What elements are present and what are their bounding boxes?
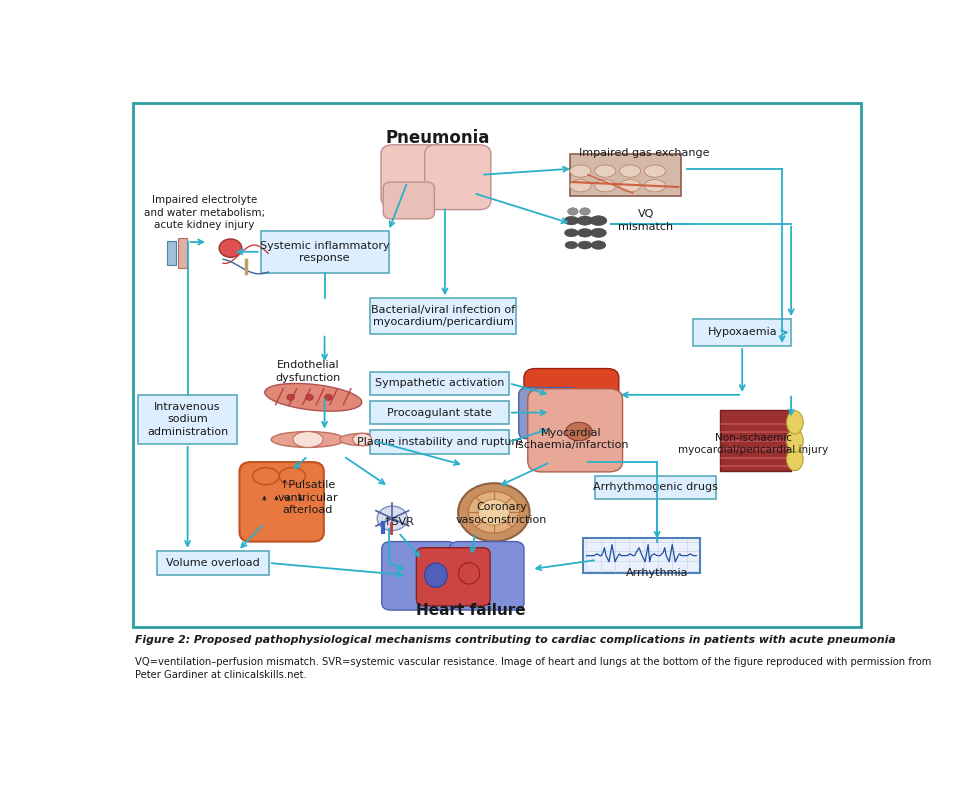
- Ellipse shape: [287, 395, 294, 400]
- Text: Procoagulant state: Procoagulant state: [386, 407, 491, 418]
- Text: Impaired gas exchange: Impaired gas exchange: [579, 148, 710, 158]
- Ellipse shape: [590, 228, 606, 237]
- Text: Arrhythmogenic drugs: Arrhythmogenic drugs: [593, 482, 719, 492]
- FancyBboxPatch shape: [424, 145, 491, 210]
- Ellipse shape: [594, 165, 616, 177]
- Ellipse shape: [787, 448, 803, 471]
- Text: Endothelial
dysfunction: Endothelial dysfunction: [276, 360, 341, 383]
- Text: ↑Pulsatile
ventricular
afterload: ↑Pulsatile ventricular afterload: [278, 480, 338, 515]
- FancyBboxPatch shape: [382, 542, 456, 610]
- Ellipse shape: [252, 468, 279, 484]
- Ellipse shape: [340, 434, 385, 445]
- FancyBboxPatch shape: [381, 145, 443, 207]
- Ellipse shape: [787, 429, 803, 453]
- FancyBboxPatch shape: [260, 231, 388, 272]
- Ellipse shape: [578, 229, 592, 237]
- Ellipse shape: [478, 499, 510, 525]
- Ellipse shape: [271, 432, 345, 448]
- FancyBboxPatch shape: [417, 548, 490, 606]
- Text: VQ
mismatch: VQ mismatch: [619, 210, 673, 232]
- FancyBboxPatch shape: [138, 395, 237, 444]
- FancyBboxPatch shape: [133, 102, 861, 627]
- Ellipse shape: [594, 179, 616, 192]
- FancyBboxPatch shape: [693, 319, 791, 346]
- Ellipse shape: [619, 179, 641, 192]
- Ellipse shape: [577, 216, 593, 225]
- FancyBboxPatch shape: [528, 389, 622, 472]
- FancyBboxPatch shape: [370, 372, 509, 395]
- Text: Bacterial/viral infection of
myocardium/pericardium: Bacterial/viral infection of myocardium/…: [371, 305, 516, 327]
- FancyBboxPatch shape: [370, 299, 517, 333]
- FancyBboxPatch shape: [157, 551, 269, 575]
- Bar: [584, 538, 700, 573]
- Ellipse shape: [580, 208, 590, 215]
- Ellipse shape: [377, 506, 408, 530]
- Ellipse shape: [591, 241, 606, 249]
- Ellipse shape: [645, 179, 665, 192]
- Bar: [167, 241, 176, 265]
- Bar: [720, 410, 791, 472]
- Ellipse shape: [645, 165, 665, 177]
- Ellipse shape: [306, 395, 314, 400]
- Ellipse shape: [219, 239, 242, 257]
- Text: Heart failure: Heart failure: [417, 603, 526, 618]
- Ellipse shape: [565, 241, 578, 249]
- Bar: [570, 154, 682, 195]
- Ellipse shape: [619, 165, 641, 177]
- Ellipse shape: [293, 432, 323, 448]
- Ellipse shape: [564, 229, 579, 237]
- FancyBboxPatch shape: [370, 401, 509, 424]
- Ellipse shape: [324, 395, 332, 400]
- Ellipse shape: [352, 434, 372, 445]
- Text: Intravenous
sodium
administration: Intravenous sodium administration: [147, 402, 228, 437]
- Text: Hypoxaemia: Hypoxaemia: [708, 327, 777, 337]
- Text: Myocardial
ischaemia/infarction: Myocardial ischaemia/infarction: [515, 428, 628, 450]
- Text: Arrhythmia: Arrhythmia: [626, 569, 688, 578]
- Text: Coronary
vasoconstriction: Coronary vasoconstriction: [455, 503, 547, 525]
- Ellipse shape: [458, 484, 529, 542]
- Text: ↑SVR: ↑SVR: [383, 517, 415, 527]
- Ellipse shape: [265, 384, 362, 411]
- Bar: [178, 238, 186, 268]
- FancyBboxPatch shape: [450, 542, 524, 610]
- Ellipse shape: [458, 563, 480, 584]
- Text: Non-ischaemic
myocardial/pericardial injury: Non-ischaemic myocardial/pericardial inj…: [679, 433, 828, 455]
- Ellipse shape: [570, 179, 591, 192]
- Ellipse shape: [564, 216, 579, 225]
- Text: Impaired electrolyte
and water metabolism;
acute kidney injury: Impaired electrolyte and water metabolis…: [144, 195, 265, 230]
- Text: Figure 2: Proposed pathophysiological mechanisms contributing to cardiac complic: Figure 2: Proposed pathophysiological me…: [135, 634, 895, 645]
- FancyBboxPatch shape: [370, 430, 509, 453]
- Text: Plaque instability and rupture: Plaque instability and rupture: [356, 437, 522, 447]
- Ellipse shape: [568, 208, 578, 215]
- Ellipse shape: [787, 410, 803, 434]
- FancyBboxPatch shape: [524, 368, 619, 411]
- FancyBboxPatch shape: [519, 387, 578, 439]
- Ellipse shape: [570, 165, 591, 177]
- Text: Volume overload: Volume overload: [166, 558, 260, 568]
- FancyBboxPatch shape: [595, 476, 716, 499]
- Ellipse shape: [578, 241, 591, 249]
- Ellipse shape: [566, 422, 592, 441]
- Text: Pneumonia: Pneumonia: [385, 129, 489, 147]
- Text: Systemic inflammatory
response: Systemic inflammatory response: [260, 241, 389, 263]
- FancyBboxPatch shape: [384, 182, 434, 219]
- FancyBboxPatch shape: [240, 462, 323, 542]
- Ellipse shape: [279, 468, 305, 484]
- Ellipse shape: [590, 216, 607, 225]
- Ellipse shape: [468, 491, 519, 533]
- Text: VQ=ventilation–perfusion mismatch. SVR=systemic vascular resistance. Image of he: VQ=ventilation–perfusion mismatch. SVR=s…: [135, 657, 931, 680]
- Ellipse shape: [424, 563, 448, 588]
- Text: Sympathetic activation: Sympathetic activation: [375, 378, 504, 388]
